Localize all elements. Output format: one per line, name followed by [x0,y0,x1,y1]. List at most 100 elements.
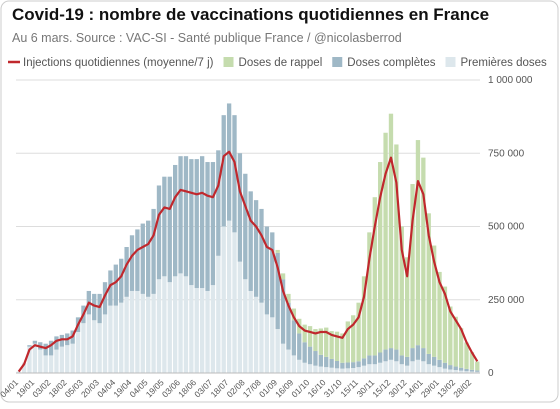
bar [345,362,350,369]
bar [86,314,91,373]
bar [43,355,48,373]
bar [388,113,394,349]
bar [205,162,210,291]
bar [329,367,334,373]
bar [232,115,237,233]
bar [259,302,264,373]
bar [286,349,291,373]
bar [383,361,388,373]
bar [361,276,367,359]
bar [475,370,480,372]
legend-label: Doses de rappel [239,57,323,69]
bar [140,223,145,294]
bar [221,226,226,373]
legend-label: Doses complètes [347,57,435,69]
bar [458,370,464,373]
bar [345,368,350,373]
bar [426,353,431,365]
bar [275,329,280,373]
bar [394,144,399,350]
bar [135,229,140,291]
bar [340,362,345,369]
bar [27,346,32,373]
bar [361,365,367,373]
bar [334,360,340,369]
bar [367,355,372,365]
bar [388,359,394,373]
y-tick-label: 500 000 [488,222,525,233]
y-tick-label: 250 000 [488,295,525,306]
bar [372,355,377,365]
bar [464,368,469,372]
bar [210,285,216,373]
bar [442,286,448,363]
bar [237,153,243,262]
bar [167,176,172,283]
bar [405,257,410,357]
bar [113,264,118,306]
bar [221,115,226,227]
bar [108,270,113,306]
bar [280,273,286,280]
bar [275,252,280,330]
bar [469,352,475,370]
bar [356,302,361,362]
bar [453,366,458,371]
bar [243,279,248,373]
bar [431,245,437,357]
bar [351,315,356,363]
bar [178,156,183,274]
bar [205,290,210,373]
bar [199,288,205,373]
bar [351,368,356,373]
bar [81,323,86,373]
bar [21,362,27,373]
legend-item: Doses complètes [332,57,436,69]
bar [291,355,297,373]
bar [302,342,307,363]
bar [464,342,469,369]
bar [216,150,221,256]
bar [264,226,270,315]
bar [259,208,264,303]
bar [302,324,307,343]
bar [318,354,323,367]
bar [415,140,421,346]
bar [340,333,345,363]
bar [16,371,21,373]
bar [280,343,286,373]
bar [194,159,199,289]
bar [237,261,243,373]
bar [318,328,323,355]
bar [70,343,75,373]
bar [92,293,97,321]
bar [291,308,297,321]
bar [113,305,118,373]
bar [189,285,194,373]
bar [226,220,232,373]
bar [475,361,480,371]
bar [324,367,329,373]
bar [151,208,156,294]
bar [405,365,410,373]
bar [243,173,248,280]
bar [458,328,464,368]
chart-subtitle: Au 6 mars. Source : VAC-SI - Santé publi… [12,31,402,45]
bar [324,356,329,368]
bar [410,184,415,349]
bar [378,362,383,373]
bar [394,349,399,362]
bar [286,302,291,350]
bar [264,314,270,373]
bar [329,358,334,368]
bar [140,293,145,373]
bar [43,343,48,356]
bar [372,364,377,373]
bar [48,355,54,373]
bar [458,367,464,371]
bar [297,333,302,360]
bar [173,164,178,277]
bar [173,276,178,373]
